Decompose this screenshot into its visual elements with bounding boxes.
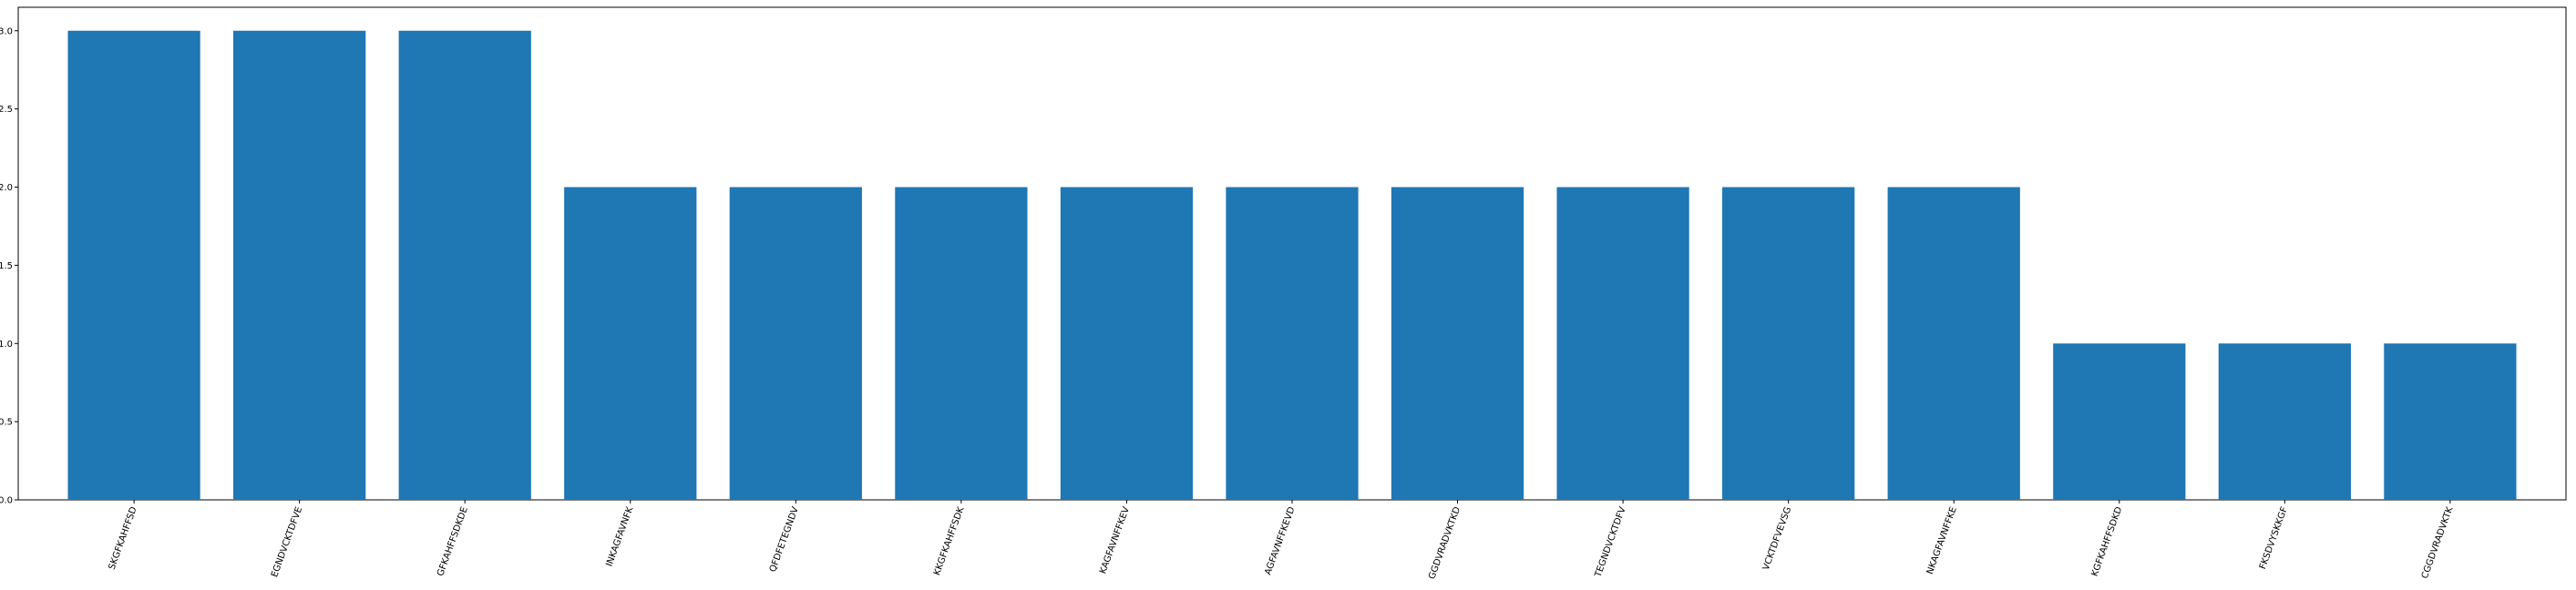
x-tick-label: CGGDVRADVKTK [2420,505,2456,580]
x-axis: SKGFKAHFFSD EGNDVCKTDFVE GFKAHFFSDKDE INKAG… [108,500,2456,581]
y-tick-label: 1.0 [0,340,13,350]
x-tick-label: KGFKAHFFSDKD [2090,505,2125,578]
x-tick-label: NKAGFAVNFFKE [1925,505,1959,575]
bar [2218,343,2351,500]
x-tick-label: GFKAHFFSDKDE [436,505,470,577]
bar [1722,187,1855,500]
bar [2384,343,2517,500]
y-tick-label: 2.0 [0,183,13,193]
x-tick-label: FKSDVYSKKGF [2258,505,2290,571]
x-tick-label: EGNDVCKTDFVE [270,505,304,578]
x-tick-label: KKGFKAHFFSDK [932,505,967,577]
y-tick-label: 3.0 [0,26,13,36]
bar [564,187,697,500]
x-tick-label: KAGFAVNFFKEV [1098,505,1132,575]
y-axis: 0.0 0.5 1.0 1.5 2.0 2.5 3.0 [0,26,18,506]
bar [398,30,531,501]
y-tick-label: 0.0 [0,496,13,506]
bar [233,30,366,501]
bar [1226,187,1359,500]
x-tick-label: VCKTDFVEVSG [1761,505,1793,572]
bars [67,30,2517,501]
bar [1391,187,1524,500]
bar [67,30,200,501]
bar [1887,187,2020,500]
bar [1060,187,1194,500]
bar [1556,187,1689,500]
bar [2053,343,2186,500]
x-tick-label: QFDFETEGNDV [768,505,801,574]
x-tick-label: GGDVRADVKTKD [1427,505,1462,581]
bar [895,187,1028,500]
x-tick-label: AGFAVNFFKEVD [1263,505,1297,576]
y-tick-label: 0.5 [0,418,13,428]
y-tick-label: 2.5 [0,105,13,115]
y-tick-label: 1.5 [0,261,13,271]
bar [729,187,862,500]
x-tick-label: TEGNDVCKTDFV [1593,505,1628,579]
x-tick-label: SKGFKAHFFSD [108,505,139,571]
x-tick-label: INKAGFAVNFK [605,505,636,568]
